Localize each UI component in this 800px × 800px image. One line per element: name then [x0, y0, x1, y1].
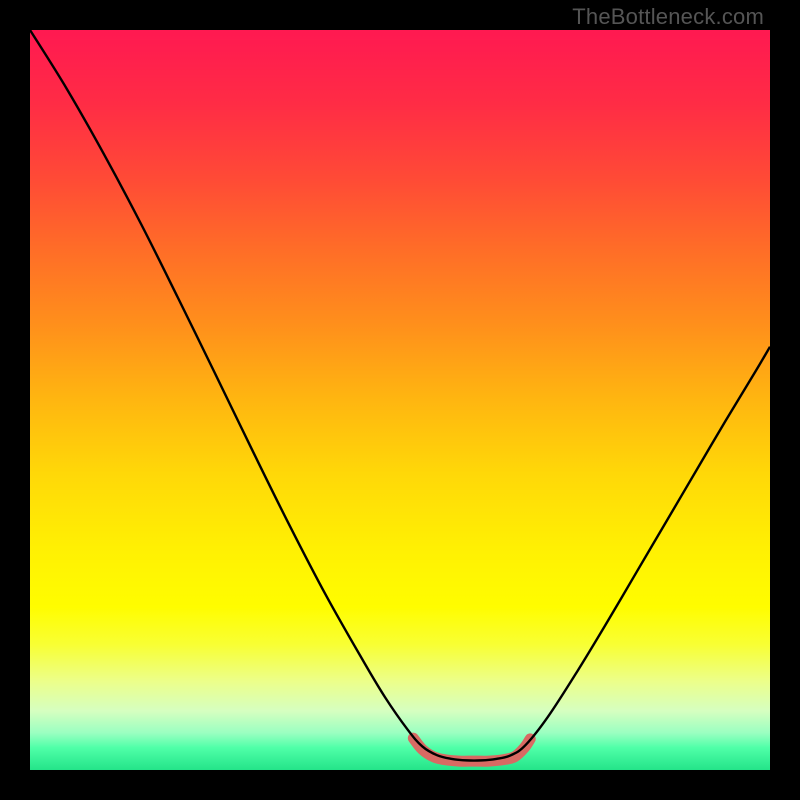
plot-area: [30, 30, 770, 770]
curve-layer: [30, 30, 770, 770]
bottleneck-curve: [30, 30, 770, 761]
highlight-segment: [413, 738, 530, 761]
watermark-text: TheBottleneck.com: [572, 4, 764, 30]
